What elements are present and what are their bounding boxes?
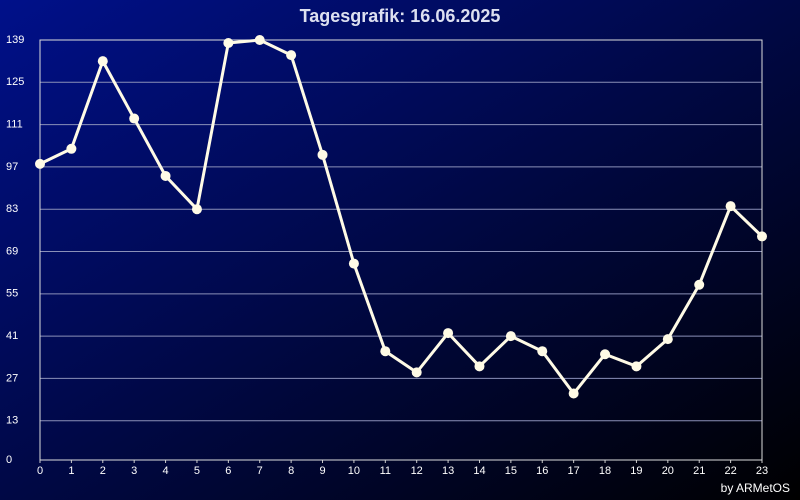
data-point <box>380 346 391 357</box>
data-point <box>66 143 77 154</box>
x-tick-label: 2 <box>100 465 106 477</box>
data-point <box>725 201 736 212</box>
x-tick-label: 15 <box>505 465 517 477</box>
data-point <box>505 331 516 342</box>
data-point <box>662 334 673 345</box>
data-point <box>191 204 202 215</box>
x-tick-label: 18 <box>599 465 611 477</box>
data-point <box>348 258 359 269</box>
x-tick-label: 20 <box>662 465 674 477</box>
y-tick-label: 97 <box>6 161 18 173</box>
x-tick-label: 4 <box>163 465 169 477</box>
x-tick-label: 21 <box>693 465 705 477</box>
x-tick-label: 11 <box>380 465 391 477</box>
data-point <box>600 349 611 360</box>
x-tick-label: 8 <box>288 465 294 477</box>
data-point <box>97 56 108 67</box>
y-tick-label: 0 <box>6 454 12 466</box>
y-tick-label: 41 <box>6 330 18 342</box>
data-point <box>317 149 328 160</box>
x-tick-label: 23 <box>756 465 768 477</box>
x-tick-label: 19 <box>630 465 642 477</box>
data-point <box>474 361 485 372</box>
data-point <box>286 50 297 61</box>
x-tick-label: 9 <box>319 465 325 477</box>
y-tick-label: 27 <box>6 372 18 384</box>
data-point <box>160 170 171 181</box>
x-tick-label: 10 <box>348 465 360 477</box>
x-tick-label: 14 <box>473 465 485 477</box>
x-tick-label: 7 <box>257 465 263 477</box>
x-tick-label: 13 <box>442 465 454 477</box>
y-tick-label: 55 <box>6 288 18 300</box>
plot-border <box>39 39 763 461</box>
x-tick-label: 3 <box>131 465 137 477</box>
data-point <box>631 361 642 372</box>
x-tick-label: 5 <box>194 465 200 477</box>
data-point <box>757 231 767 242</box>
data-point <box>411 367 422 378</box>
data-point <box>129 113 140 124</box>
x-tick-label: 6 <box>225 465 231 477</box>
data-point <box>443 328 454 339</box>
x-tick-label: 0 <box>37 465 43 477</box>
data-point <box>694 279 705 290</box>
data-point <box>537 346 548 357</box>
x-tick-label: 17 <box>568 465 580 477</box>
y-tick-label: 139 <box>6 34 24 46</box>
x-tick-label: 1 <box>68 465 74 477</box>
credit: by ARMetOS <box>721 481 790 495</box>
data-line <box>39 38 764 396</box>
y-tick-label: 83 <box>6 203 18 215</box>
data-point <box>223 38 234 49</box>
x-tick-label: 16 <box>536 465 548 477</box>
x-tick-label: 22 <box>724 465 736 477</box>
data-point <box>568 388 579 399</box>
data-point <box>254 35 265 45</box>
y-tick-label: 69 <box>6 245 18 257</box>
data-point <box>35 158 45 169</box>
y-tick-label: 13 <box>6 415 18 427</box>
y-tick-label: 111 <box>6 119 23 131</box>
y-tick-label: 125 <box>6 76 24 88</box>
x-tick-label: 12 <box>411 465 423 477</box>
chart-title: Tagesgrafik: 16.06.2025 <box>300 6 501 26</box>
